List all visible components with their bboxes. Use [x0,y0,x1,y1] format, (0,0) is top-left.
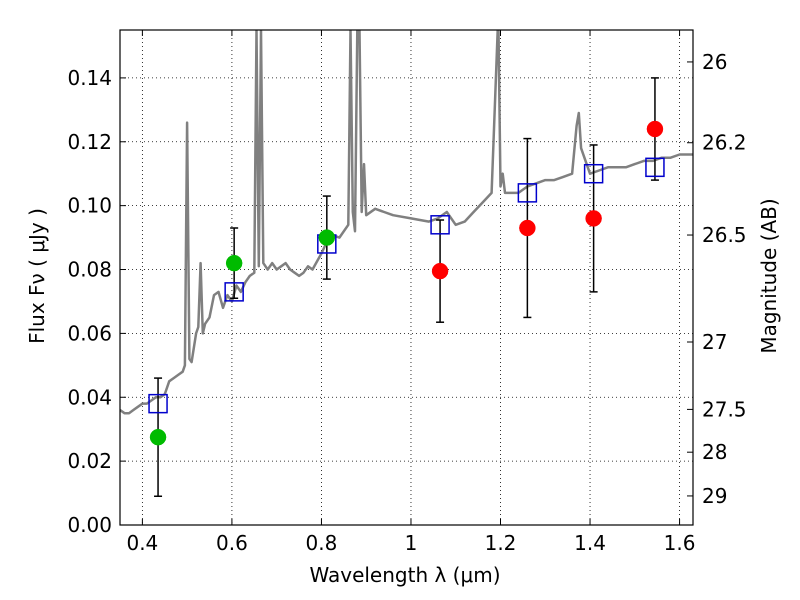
model-square-marker [148,393,168,414]
axes [119,29,694,526]
nir-data-point [519,219,536,237]
right-tick-label: 28 [702,440,727,464]
x-tick-label: 1.4 [574,531,606,555]
x-tick-label: 1 [405,531,418,555]
grid [120,30,693,526]
x-tick-label: 0.6 [216,531,248,555]
right-tick-label: 27 [702,330,727,354]
x-tick-label: 1.2 [485,531,517,555]
spectrum-layer [120,30,693,415]
y-tick-label: 0.12 [67,130,112,154]
y-tick-label: 0.04 [67,385,112,409]
optical-data-point [318,229,336,246]
x-tick-label: 0.4 [126,531,158,555]
right-tick-label: 27.5 [702,397,747,421]
y-axis-right-label: Magnitude (AB) [757,198,781,353]
model-square-marker [430,215,450,235]
spectrum-line [120,30,693,415]
x-tick-label: 1.6 [664,531,696,555]
model-square-marker [583,163,604,184]
model-square-marker [645,157,665,178]
right-tick-label: 26.2 [702,131,747,155]
y-tick-label: 0.10 [67,194,112,218]
errorbar-layer [154,77,659,498]
y-tick-label: 0.08 [67,258,112,282]
plot-frame [119,29,694,526]
y-tick-label: 0.14 [67,66,112,90]
model-square-marker [224,282,244,302]
model-square-marker [517,183,538,203]
x-tick-label: 0.8 [306,531,338,555]
y-tick-label: 0.02 [67,449,112,473]
nir-data-point [585,210,602,227]
y-axis-label: Flux Fν ( μJy ) [25,208,49,344]
optical-data-point [225,254,243,272]
optical-data-point [149,428,167,446]
points-layer [148,120,665,446]
x-axis-label: Wavelength λ (μm) [309,563,500,587]
nir-data-point [646,120,664,138]
right-tick-label: 26.5 [702,223,747,247]
nir-data-point [431,262,449,280]
tick-labels: 0.4 0.6 0.8 1 1.2 1.4 1.6 0.00 0.02 0.04 0.06 0.08 0… [67,50,746,555]
right-tick-label: 29 [702,484,727,508]
right-tick-label: 26 [702,50,727,74]
y-tick-label: 0.00 [67,513,112,537]
y-tick-label: 0.06 [67,321,112,345]
